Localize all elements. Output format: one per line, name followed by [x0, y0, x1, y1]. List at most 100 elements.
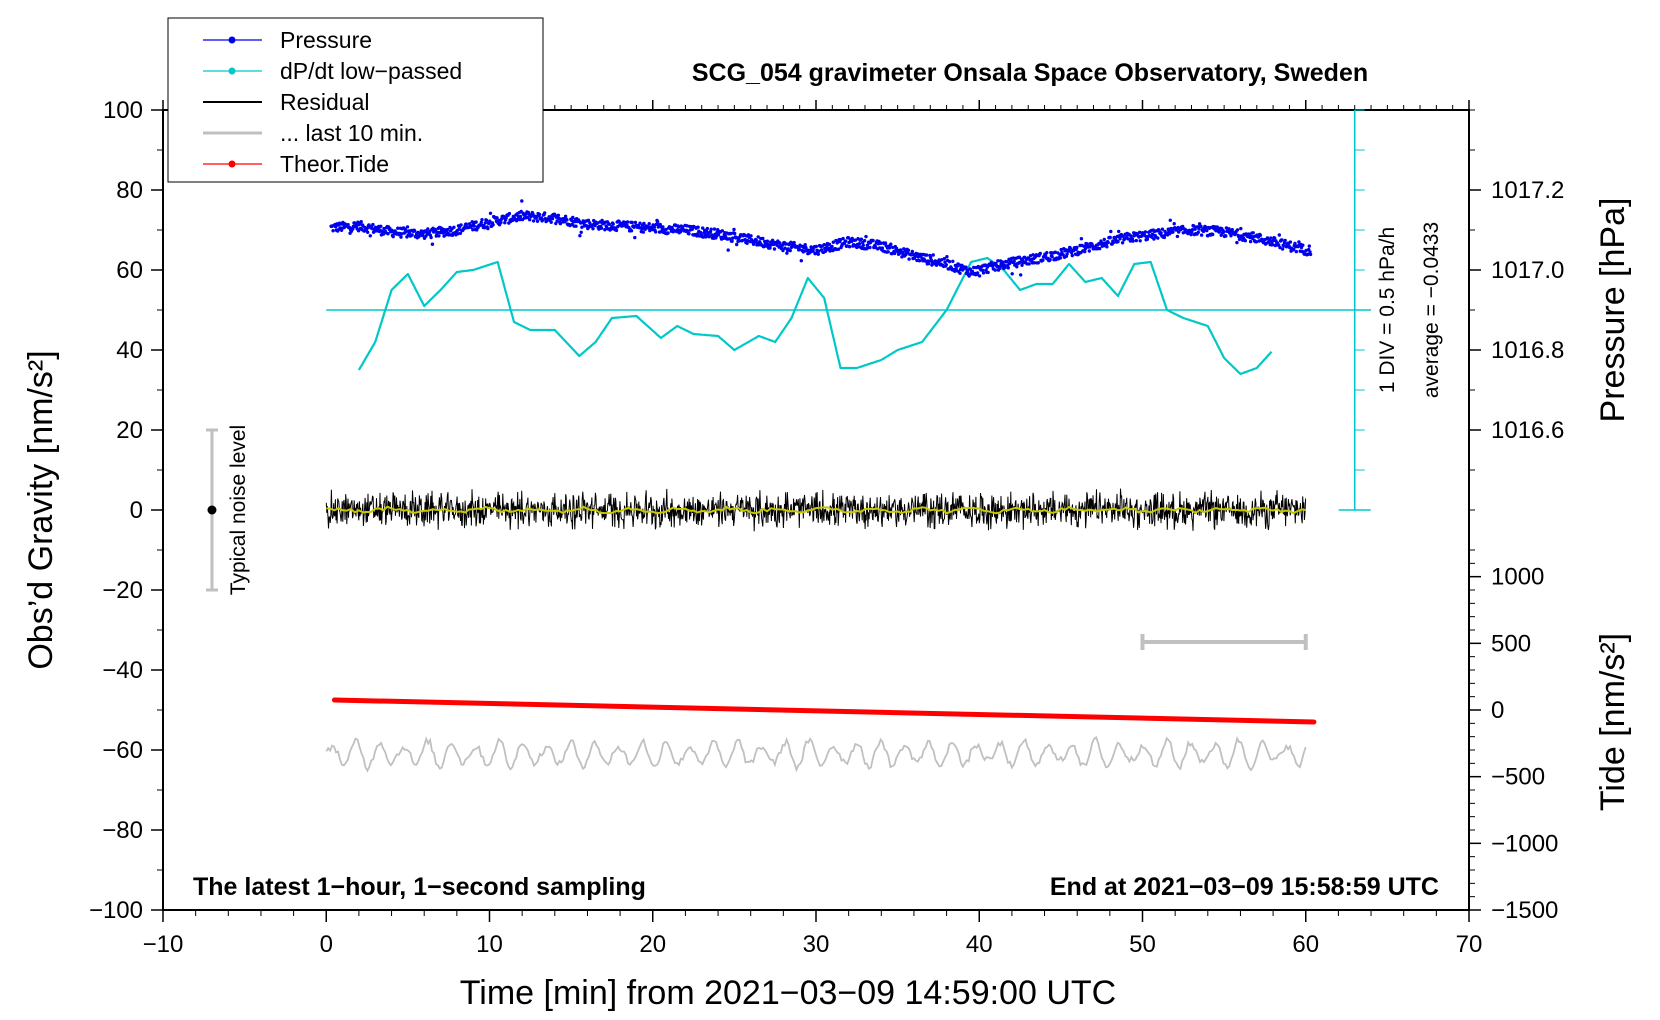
pressure-point — [1157, 228, 1161, 233]
tide-tick-label: −500 — [1491, 764, 1545, 791]
y-tick-label: 60 — [116, 257, 143, 284]
pressure-point — [1111, 240, 1116, 245]
pressure-point — [690, 227, 694, 231]
x-tick-label: 30 — [803, 931, 830, 958]
pressure-point — [603, 228, 607, 232]
pressure-point — [535, 219, 540, 223]
pressure-point — [640, 226, 644, 231]
pressure-point — [883, 241, 888, 245]
pressure-point — [986, 270, 990, 275]
pressure-point — [1190, 228, 1195, 232]
pressure-point — [633, 220, 638, 225]
chart-title: SCG_054 gravimeter Onsala Space Observat… — [692, 59, 1368, 87]
pressure-point — [1308, 252, 1313, 257]
pressure-tick-label: 1017.0 — [1491, 257, 1564, 284]
pressure-point — [746, 233, 751, 237]
pressure-point — [1015, 265, 1019, 269]
y-tick-label: −60 — [102, 737, 143, 764]
pressure-point — [600, 218, 604, 223]
pressure-point — [745, 241, 749, 245]
pressure-point — [359, 220, 363, 224]
pressure-point — [614, 228, 619, 233]
pressure-point — [814, 244, 818, 249]
pressure-point — [1031, 253, 1035, 257]
pressure-point — [495, 216, 499, 220]
pressure-point — [861, 243, 865, 247]
pressure-point — [1019, 273, 1023, 277]
pressure-point — [913, 254, 918, 258]
pressure-point — [452, 225, 456, 229]
pressure-point — [733, 231, 737, 236]
pressure-point — [1045, 251, 1049, 255]
pressure-point — [1199, 233, 1204, 237]
pressure-point — [699, 230, 703, 235]
pressure-point — [331, 229, 335, 233]
pressure-point — [586, 218, 591, 222]
pressure-point — [1160, 227, 1165, 231]
pressure-point — [642, 221, 646, 226]
pressure-point — [687, 232, 691, 236]
pressure-point — [1271, 243, 1275, 247]
pressure-point — [847, 245, 852, 249]
pressure-point — [871, 238, 875, 243]
pressure-point — [925, 253, 929, 257]
pressure-point — [1248, 239, 1253, 244]
pressure-point — [556, 213, 561, 217]
pressure-point — [347, 225, 352, 230]
pressure-point — [1012, 259, 1016, 263]
pressure-point — [1006, 266, 1010, 270]
pressure-point — [1280, 247, 1285, 251]
pressure-point — [1058, 256, 1063, 260]
pressure-point — [356, 229, 361, 233]
y-tick-label: 20 — [116, 417, 143, 444]
pressure-point — [561, 217, 566, 221]
x-tick-label: 10 — [476, 931, 503, 958]
pressure-point — [957, 263, 961, 267]
pressure-point — [1117, 229, 1121, 234]
legend-pressure-label: Pressure — [280, 27, 372, 53]
pressure-point — [1167, 232, 1172, 236]
pressure-point — [647, 222, 651, 226]
x-tick-label: 20 — [639, 931, 666, 958]
pressure-point — [1105, 245, 1109, 249]
pressure-point — [830, 244, 834, 249]
legend-tide-marker — [228, 160, 236, 168]
pressure-point — [457, 227, 461, 231]
pressure-point — [701, 235, 706, 239]
pressure-point — [951, 259, 955, 263]
pressure-point — [633, 235, 637, 240]
pressure-point — [727, 237, 732, 241]
pressure-point — [964, 265, 968, 269]
pressure-point — [720, 229, 724, 233]
pressure-point — [868, 245, 872, 250]
pressure-point — [471, 228, 475, 232]
data-layer — [325, 199, 1372, 773]
pressure-point — [346, 223, 350, 227]
pressure-point — [972, 265, 976, 270]
pressure-point — [1070, 253, 1075, 258]
pressure-point — [792, 240, 796, 245]
pressure-point — [483, 221, 487, 225]
pressure-point — [864, 234, 868, 239]
pressure-point — [550, 217, 555, 221]
pressure-point — [396, 226, 400, 230]
pressure-point — [709, 227, 713, 231]
y-tick-label: 0 — [130, 497, 143, 524]
y-axis-title-left: Obs’d Gravity [nm/s²] — [22, 350, 60, 669]
pressure-point — [1172, 222, 1176, 226]
y-tick-label: −100 — [89, 897, 143, 924]
pressure-point — [731, 236, 735, 240]
pressure-point — [607, 222, 611, 226]
pressure-point — [400, 232, 404, 236]
legend: Pressure dP/dt low−passed Residual ... l… — [167, 17, 544, 183]
tide-tick-label: −1000 — [1491, 830, 1558, 857]
pressure-point — [371, 222, 375, 227]
pressure-point — [664, 227, 668, 232]
pressure-point — [1134, 238, 1139, 243]
pressure-point — [1048, 258, 1052, 262]
pressure-point — [1227, 227, 1231, 231]
x-tick-label: 60 — [1292, 931, 1319, 958]
pressure-point — [499, 217, 504, 221]
pressure-point — [435, 230, 440, 235]
y-tick-label: −40 — [102, 657, 143, 684]
